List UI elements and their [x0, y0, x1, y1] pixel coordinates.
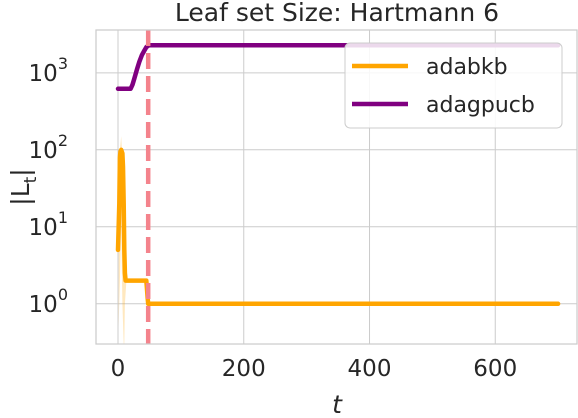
x-axis-label: t [332, 390, 343, 418]
x-tick-labels: 0 200 400 600 [111, 356, 518, 382]
series-line-adabkb [115, 147, 561, 307]
legend-label-adabkb: adabkb [426, 55, 508, 80]
y-tick-label: 103 [29, 54, 68, 87]
y-axis-label: |Lt| [6, 168, 41, 205]
x-tick-label: 0 [111, 356, 126, 382]
legend-label-adagpucb: adagpucb [426, 93, 535, 118]
x-tick-label: 600 [473, 356, 517, 382]
legend: adabkb adagpucb [344, 42, 563, 129]
y-tick-label: 101 [29, 208, 68, 241]
y-tick-label: 102 [29, 131, 68, 164]
x-tick-label: 200 [222, 356, 266, 382]
y-tick-label: 100 [29, 285, 68, 318]
x-tick-label: 400 [348, 356, 392, 382]
plot-area-frame [95, 29, 578, 345]
chart-title: Leaf set Size: Hartmann 6 [175, 0, 499, 27]
